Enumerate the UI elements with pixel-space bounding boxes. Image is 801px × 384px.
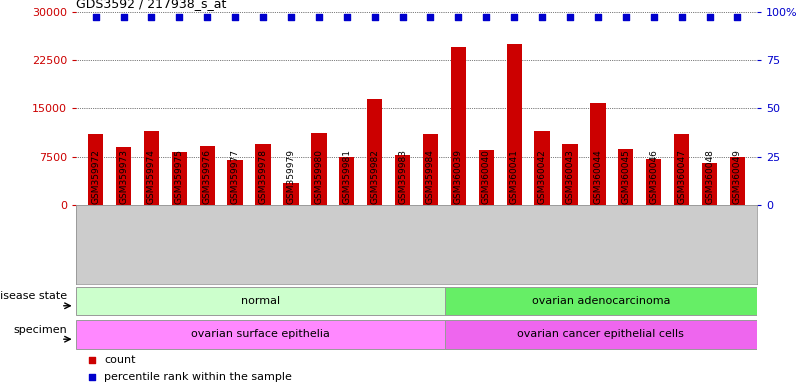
Text: specimen: specimen [13, 325, 67, 335]
Bar [88, 134, 103, 205]
Bar [562, 144, 578, 205]
Bar [479, 151, 494, 205]
Bar [171, 152, 187, 205]
Bar [730, 157, 745, 205]
Bar [534, 131, 549, 205]
Bar [506, 44, 522, 205]
Bar [143, 131, 159, 205]
Bar [367, 99, 382, 205]
Bar [646, 159, 662, 205]
Point [396, 14, 409, 20]
Bar [311, 133, 327, 205]
Text: count: count [104, 356, 135, 366]
Text: ovarian surface epithelia: ovarian surface epithelia [191, 329, 330, 339]
Point [619, 14, 632, 20]
Bar [395, 155, 410, 205]
Bar [199, 146, 215, 205]
Text: normal: normal [241, 296, 280, 306]
Point [647, 14, 660, 20]
Point [340, 14, 353, 20]
Bar [451, 47, 466, 205]
Bar [423, 134, 438, 205]
Text: ovarian adenocarcinoma: ovarian adenocarcinoma [532, 296, 670, 306]
Point [201, 14, 214, 20]
FancyBboxPatch shape [76, 320, 445, 349]
Bar [256, 144, 271, 205]
Point [536, 14, 549, 20]
Point [229, 14, 242, 20]
Text: disease state: disease state [0, 291, 67, 301]
Point [173, 14, 186, 20]
Point [480, 14, 493, 20]
Point [424, 14, 437, 20]
Point [564, 14, 577, 20]
Text: ovarian cancer epithelial cells: ovarian cancer epithelial cells [517, 329, 684, 339]
Point [508, 14, 521, 20]
Point [675, 14, 688, 20]
FancyBboxPatch shape [76, 287, 445, 315]
Bar [618, 149, 634, 205]
FancyBboxPatch shape [445, 287, 757, 315]
Bar [702, 164, 717, 205]
Bar [339, 157, 354, 205]
Bar [116, 147, 131, 205]
Point [145, 14, 158, 20]
Point [256, 14, 269, 20]
FancyBboxPatch shape [445, 320, 757, 349]
Bar [674, 134, 690, 205]
Point [312, 14, 325, 20]
Point [703, 14, 716, 20]
Point [89, 14, 102, 20]
Bar [284, 183, 299, 205]
Bar [227, 160, 243, 205]
Text: percentile rank within the sample: percentile rank within the sample [104, 372, 292, 382]
Text: GDS3592 / 217938_s_at: GDS3592 / 217938_s_at [76, 0, 227, 10]
Point [731, 14, 744, 20]
Point [284, 14, 297, 20]
Point [452, 14, 465, 20]
Bar [590, 103, 606, 205]
Point [368, 14, 381, 20]
Point [591, 14, 604, 20]
Point [117, 14, 130, 20]
